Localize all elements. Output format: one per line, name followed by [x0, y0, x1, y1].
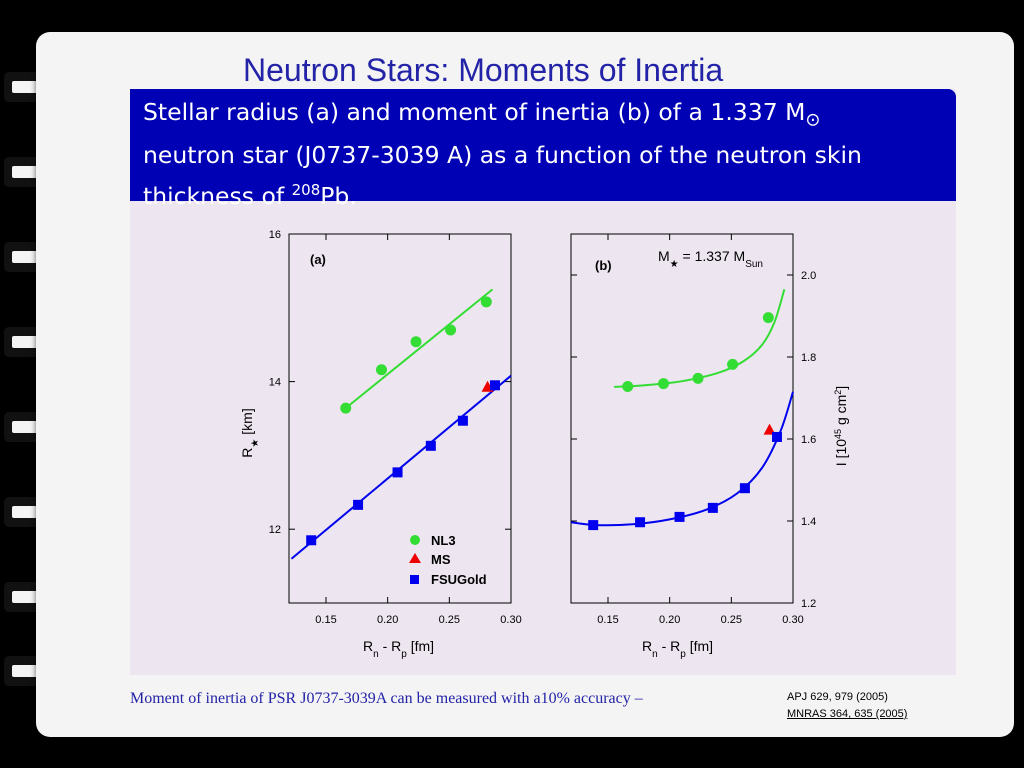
figure-caption-box: Stellar radius (a) and moment of inertia…	[130, 89, 956, 210]
data-point-nl3	[340, 402, 352, 414]
legend-nl3-label: NL3	[431, 533, 456, 548]
caption-line-1: Stellar radius (a) and moment of inertia…	[143, 98, 806, 126]
footer-note: Moment of inertia of PSR J0737-3039A can…	[130, 690, 643, 707]
x-tick-label: 0.25	[439, 614, 460, 626]
y-tick-label: 16	[269, 229, 281, 241]
y-tick-label: 1.8	[801, 352, 816, 364]
data-point-nl3	[480, 296, 492, 308]
data-point-fsugold	[739, 483, 750, 494]
reference-apj: APJ 629, 979 (2005)	[787, 691, 888, 703]
x-tick-label: 0.20	[659, 614, 680, 626]
data-point-fsugold	[306, 535, 317, 546]
mass-annotation: M★ = 1.337 MSun	[658, 248, 763, 270]
caption-line-2: neutron star (J0737-3039 A) as a functio…	[143, 140, 862, 169]
data-point-nl3	[410, 336, 422, 348]
legend-fsugold-marker	[410, 575, 419, 584]
data-point-fsugold	[588, 520, 599, 531]
y-tick-label: 1.2	[801, 598, 816, 610]
data-point-fsugold	[353, 499, 364, 510]
fit-line-nl3	[614, 289, 786, 388]
panel-b-y-axis-label: I [1045 g cm2]	[833, 386, 849, 466]
y-tick-label: 12	[269, 524, 281, 536]
panel-a-label: (a)	[310, 252, 326, 267]
panel-a-frame	[288, 233, 512, 604]
panel-b: (b) M★ = 1.337 MSun 0.15 0.20 0.25 0.30 1.2 1…	[570, 233, 849, 660]
y-tick-label: 14	[269, 377, 281, 389]
data-point-nl3	[762, 312, 774, 324]
panel-b-x-axis-label: Rn - Rp [fm]	[642, 638, 713, 660]
data-point-fsugold	[635, 517, 646, 528]
caption-isotope-mass: 208	[291, 180, 321, 199]
data-point-fsugold	[392, 467, 403, 478]
data-point-ms	[763, 423, 776, 435]
data-point-nl3	[727, 358, 739, 370]
fit-line-fsugold	[570, 391, 794, 527]
data-point-fsugold	[707, 502, 718, 513]
legend-fsugold-label: FSUGold	[431, 572, 487, 587]
data-point-fsugold	[489, 380, 500, 391]
slide-title: Neutron Stars: Moments of Inertia	[243, 52, 724, 88]
data-point-fsugold	[425, 440, 436, 451]
caption-line-3-pre: thickness of	[143, 181, 292, 210]
caption-line-3-post: Pb.	[320, 181, 357, 210]
x-tick-label: 0.25	[721, 614, 742, 626]
sun-symbol: ⊙	[805, 109, 821, 131]
panel-b-frame	[570, 233, 794, 604]
y-tick-label: 1.6	[801, 434, 816, 446]
data-point-nl3	[658, 378, 669, 390]
fit-line-fsugold	[290, 374, 512, 560]
legend: NL3 MS FSUGold	[409, 533, 487, 587]
data-point-nl3	[376, 364, 387, 376]
legend-ms-label: MS	[431, 552, 451, 567]
legend-ms-marker	[409, 553, 421, 563]
y-tick-label: 2.0	[801, 270, 816, 282]
x-tick-label: 0.30	[782, 614, 803, 626]
panel-b-label: (b)	[595, 258, 612, 273]
x-tick-label: 0.15	[315, 614, 336, 626]
y-tick-label: 1.4	[801, 516, 816, 528]
data-point-nl3	[692, 372, 704, 384]
x-tick-label: 0.15	[597, 614, 618, 626]
data-point-fsugold	[771, 431, 782, 442]
x-tick-label: 0.30	[500, 614, 521, 626]
data-point-fsugold	[457, 415, 468, 426]
x-tick-label: 0.20	[377, 614, 398, 626]
reference-mnras[interactable]: MNRAS 364, 635 (2005)	[787, 708, 908, 720]
legend-nl3-marker	[410, 535, 420, 545]
references: APJ 629, 979 (2005) MNRAS 364, 635 (2005…	[787, 689, 907, 723]
fit-line-nl3	[341, 288, 494, 412]
figure-caption: Stellar radius (a) and moment of inertia…	[143, 95, 943, 214]
panel-a-y-axis-label: R★ [km]	[239, 408, 261, 457]
data-point-nl3	[445, 324, 457, 336]
data-point-nl3	[622, 381, 634, 393]
data-point-fsugold	[674, 511, 685, 522]
panel-a-x-axis-label: Rn - Rp [fm]	[363, 638, 434, 660]
